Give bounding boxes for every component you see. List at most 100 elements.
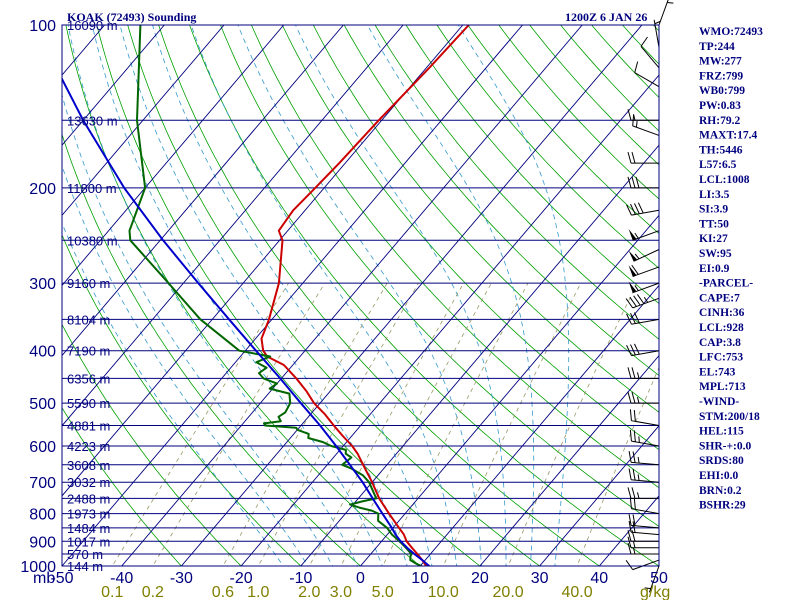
wind-barb	[627, 542, 659, 555]
dry-adiabat	[65, 25, 421, 566]
barb-half-feather	[633, 547, 636, 555]
plot-frame	[61, 24, 660, 567]
isotherm	[62, 25, 523, 566]
barb-pennant	[628, 281, 637, 293]
barb-shaft	[632, 125, 660, 136]
isotherm	[479, 354, 659, 566]
moist-adiabat	[367, 25, 535, 566]
barb-feather	[627, 536, 632, 548]
wind-barb	[628, 514, 660, 529]
barb-feather	[629, 409, 632, 421]
barb-feather	[629, 296, 637, 307]
barb-shaft	[631, 461, 660, 466]
mixing-ratio-line	[507, 282, 638, 566]
dry-adiabat	[498, 25, 659, 200]
dry-adiabat	[127, 25, 541, 566]
mixing-ratio-label: 2.0	[298, 584, 320, 600]
barb-shaft	[633, 249, 660, 262]
barb-feather	[627, 392, 632, 404]
barb-feather	[627, 109, 632, 121]
isotherm	[539, 425, 659, 566]
barb-shaft	[632, 282, 660, 294]
wind-barb	[628, 468, 660, 483]
wind-barb	[632, 114, 660, 136]
isotherm	[62, 25, 165, 146]
mixing-ratio-label: 5.0	[372, 584, 394, 600]
temperature-label: -50	[50, 570, 73, 587]
mixing-ratio-label: 10.0	[428, 584, 459, 600]
isotherm	[359, 214, 659, 566]
barb-shaft	[653, 19, 660, 48]
barb-feather	[640, 36, 648, 47]
temperature-label: 0	[356, 570, 365, 587]
index-entry: PW:0.83	[699, 100, 741, 112]
wind-barb	[627, 109, 659, 121]
moist-adiabat	[190, 25, 458, 566]
mixing-ratio-line	[152, 282, 326, 566]
barb-shaft	[631, 350, 660, 357]
barb-feather	[627, 151, 632, 164]
barb-shaft	[632, 266, 660, 277]
dry-adiabat	[312, 25, 659, 413]
barb-half-feather	[637, 372, 640, 379]
isotherm	[0, 25, 45, 577]
sounding-time: 1200Z 6 JAN 26	[565, 10, 647, 24]
height-label: 2488 m	[67, 491, 110, 506]
index-entry: EHI:0.0	[699, 470, 739, 482]
barb-feather	[633, 343, 640, 355]
temperature-label: -20	[230, 570, 253, 587]
parcel-line	[62, 76, 430, 566]
temperature-label: 30	[531, 570, 549, 587]
moist-adiabat	[237, 25, 482, 566]
moist-adiabat	[457, 25, 570, 566]
temperature-label: 40	[590, 570, 608, 587]
dry-adiabat	[591, 25, 659, 99]
wind-barb	[653, 19, 661, 48]
index-entry: CAPE:7	[699, 292, 740, 304]
index-entry: FRZ:799	[699, 70, 743, 82]
index-entry: SI:3.9	[699, 204, 728, 216]
index-entry: MAXT:17.4	[699, 130, 757, 142]
wind-barb	[627, 367, 659, 379]
barb-feather	[632, 451, 636, 463]
index-entry: L57:6.5	[699, 159, 737, 171]
height-label: 144 m	[67, 559, 103, 574]
dry-adiabat	[62, 407, 182, 566]
mixing-ratio-label: 1.0	[247, 584, 269, 600]
height-label: 1017 m	[67, 534, 110, 549]
barb-feather	[632, 521, 636, 533]
height-label: 8104 m	[67, 312, 110, 327]
index-entry: LCL:1008	[699, 174, 750, 186]
barb-feather	[630, 344, 636, 356]
index-entry: EI:0.9	[699, 263, 730, 275]
barb-feather	[631, 264, 639, 275]
barb-shaft	[634, 72, 660, 88]
index-entry: HEL:115	[699, 426, 744, 438]
barb-feather	[627, 487, 632, 499]
index-entry: BSHR:29	[699, 500, 746, 512]
isotherm	[62, 25, 344, 357]
isotherm	[419, 284, 659, 566]
moist-adiabat	[62, 222, 284, 566]
isotherm	[180, 25, 643, 566]
barb-feather	[628, 514, 632, 526]
barb-feather	[636, 294, 645, 305]
barb-feather	[631, 176, 636, 188]
index-entry: KI:27	[699, 233, 728, 245]
pressure-label: 700	[29, 475, 56, 492]
height-label: 1484 m	[67, 521, 110, 536]
barb-shaft	[632, 297, 660, 309]
barb-feather	[627, 176, 632, 188]
barb-feather	[626, 204, 632, 216]
barb-feather	[628, 468, 632, 480]
barb-half-feather	[634, 285, 639, 291]
wind-barb	[626, 312, 660, 325]
barb-shaft	[631, 508, 660, 515]
height-label: 3032 m	[67, 475, 110, 490]
isotherm	[121, 25, 583, 566]
wind-barb	[627, 151, 659, 164]
barb-feather	[632, 468, 636, 481]
mixing-ratio-line	[257, 282, 419, 566]
